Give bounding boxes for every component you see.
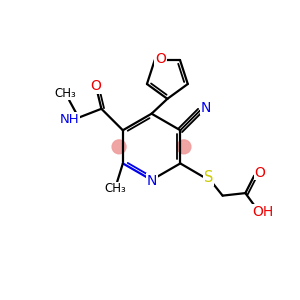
Text: S: S <box>204 170 213 185</box>
Text: O: O <box>254 166 265 180</box>
Text: N: N <box>201 100 211 115</box>
Text: NH: NH <box>60 113 80 126</box>
Circle shape <box>112 140 126 154</box>
Text: N: N <box>147 174 158 188</box>
Text: O: O <box>91 79 101 93</box>
Text: O: O <box>155 52 166 66</box>
Text: CH₃: CH₃ <box>55 87 76 100</box>
Text: OH: OH <box>252 205 274 219</box>
Circle shape <box>177 140 191 154</box>
Text: CH₃: CH₃ <box>105 182 127 195</box>
